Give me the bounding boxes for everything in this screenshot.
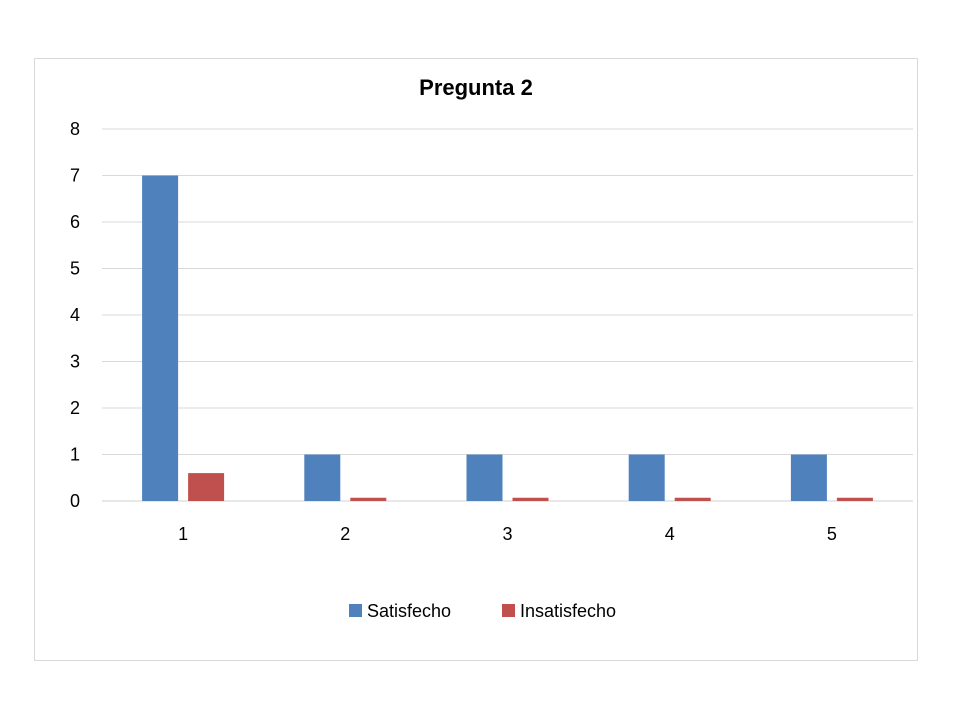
x-tick-label: 2 — [340, 524, 350, 544]
x-tick-label: 1 — [178, 524, 188, 544]
bar-insatisfecho-1 — [188, 473, 225, 501]
gridlines — [102, 128, 913, 502]
y-tick-label: 0 — [70, 491, 80, 511]
x-tick-label: 5 — [827, 524, 837, 544]
y-tick-label: 1 — [70, 445, 80, 465]
bar-satisfecho-1 — [142, 175, 179, 501]
y-tick-label: 6 — [70, 212, 80, 232]
legend-swatch-insatisfecho — [502, 604, 515, 617]
y-tick-label: 3 — [70, 352, 80, 372]
x-tick-label: 3 — [502, 524, 512, 544]
y-axis-ticks: 0 1 2 3 4 5 6 7 8 — [70, 119, 80, 511]
legend: Satisfecho Insatisfecho — [349, 601, 616, 621]
chart-area — [34, 58, 918, 661]
legend-label-satisfecho: Satisfecho — [367, 601, 451, 621]
x-axis-ticks: 1 2 3 4 5 — [178, 524, 837, 544]
legend-swatch-satisfecho — [349, 604, 362, 617]
y-tick-label: 4 — [70, 305, 80, 325]
bar-satisfecho-4 — [628, 454, 665, 501]
bar-insatisfecho-3 — [512, 497, 549, 501]
y-tick-label: 5 — [70, 259, 80, 279]
bar-satisfecho-5 — [790, 454, 827, 501]
bar-satisfecho-2 — [304, 454, 341, 501]
bar-insatisfecho-4 — [674, 497, 711, 501]
bar-satisfecho-3 — [466, 454, 503, 501]
chart-title: Pregunta 2 — [419, 75, 533, 100]
bar-insatisfecho-5 — [836, 497, 873, 501]
legend-label-insatisfecho: Insatisfecho — [520, 601, 616, 621]
y-tick-label: 7 — [70, 166, 80, 186]
y-tick-label: 8 — [70, 119, 80, 139]
x-tick-label: 4 — [665, 524, 675, 544]
y-tick-label: 2 — [70, 398, 80, 418]
bars — [142, 175, 873, 501]
bar-insatisfecho-2 — [350, 497, 387, 501]
